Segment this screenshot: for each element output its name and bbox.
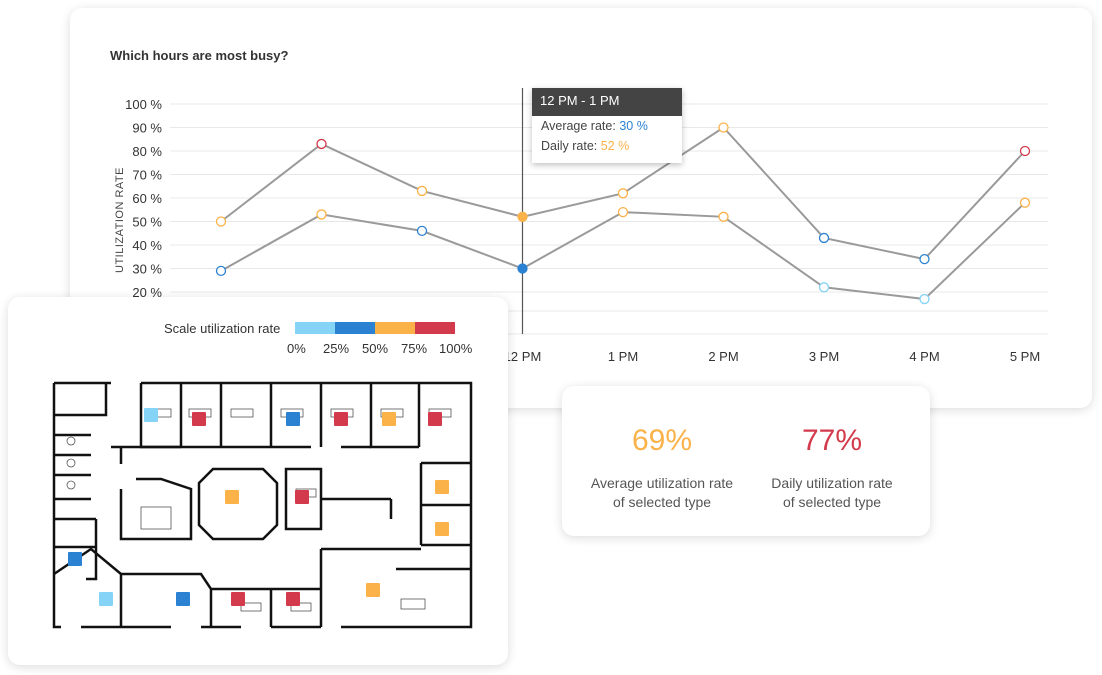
utilization-marker-red[interactable] <box>231 592 245 606</box>
x-tick-label: 3 PM <box>809 349 839 364</box>
x-tick-label: 1 PM <box>608 349 638 364</box>
tooltip-average-value: 30 % <box>619 119 648 133</box>
average-utilization-description: Average utilization rate of selected typ… <box>572 474 752 512</box>
series-1-point[interactable] <box>919 253 930 265</box>
daily-description-line1: Daily utilization rate <box>771 475 893 491</box>
series-1-point[interactable] <box>416 185 428 197</box>
floorplan-card: Scale utilization rate 0% 25% 50% 75% 10… <box>8 297 508 665</box>
utilization-marker-red[interactable] <box>428 412 442 426</box>
utilization-marker-blue[interactable] <box>286 412 300 426</box>
y-tick-label: 60 % <box>132 191 162 206</box>
utilization-marker-orange[interactable] <box>435 522 449 536</box>
y-tick-label: 40 % <box>132 238 162 253</box>
chart-title: Which hours are most busy? <box>110 48 289 63</box>
utilization-marker-orange[interactable] <box>225 490 239 504</box>
utilization-marker-red[interactable] <box>192 412 206 426</box>
x-tick-label: 5 PM <box>1010 349 1040 364</box>
scale-label-100: 100% <box>439 341 473 356</box>
y-tick-label: 90 % <box>132 121 162 136</box>
utilization-marker-blue[interactable] <box>68 552 82 566</box>
utilization-markers <box>68 408 449 606</box>
utilization-stats-card: 69% Average utilization rate of selected… <box>562 386 930 536</box>
utilization-marker-red[interactable] <box>295 490 309 504</box>
series-2-point[interactable] <box>718 211 729 222</box>
daily-utilization-value: 77% <box>801 424 863 457</box>
x-tick-label: 2 PM <box>708 349 738 364</box>
floorplan-furniture <box>66 408 452 612</box>
utilization-marker-orange[interactable] <box>435 480 449 494</box>
scale-label-50: 50% <box>362 341 389 356</box>
series-1-point[interactable] <box>818 232 830 244</box>
utilization-marker-orange[interactable] <box>366 583 380 597</box>
tooltip-header: 12 PM - 1 PM <box>532 88 682 116</box>
series-2-point[interactable] <box>818 282 830 293</box>
series-1-point[interactable] <box>617 188 629 199</box>
y-tick-label: 70 % <box>132 168 162 183</box>
tooltip-average-row: Average rate: 30 % <box>532 116 682 136</box>
series-1-point[interactable] <box>718 122 729 133</box>
scale-label-75: 75% <box>401 341 428 356</box>
y-tick-label: 20 % <box>132 285 162 300</box>
daily-description-line2: of selected type <box>782 494 882 510</box>
average-utilization-value: 69% <box>631 424 693 457</box>
utilization-marker-blue[interactable] <box>176 592 190 606</box>
y-tick-label: 100 % <box>125 97 162 112</box>
series-2-point[interactable] <box>1019 197 1031 208</box>
chart-tooltip: 12 PM - 1 PM Average rate: 30 % Daily ra… <box>532 88 682 163</box>
utilization-marker-light-blue[interactable] <box>144 408 158 422</box>
y-axis-title: UTILIZATION RATE <box>114 167 126 273</box>
scale-segment-blue <box>335 322 375 334</box>
y-tick-label: 30 % <box>132 262 162 277</box>
average-description-line2: of selected type <box>612 494 712 510</box>
x-tick-label: 4 PM <box>909 349 939 364</box>
daily-utilization-stat: 77% Daily utilization rate of selected t… <box>742 386 922 512</box>
utilization-marker-orange[interactable] <box>382 412 396 426</box>
tooltip-daily-label: Daily rate: <box>541 139 598 153</box>
scale-segment-red <box>415 322 455 334</box>
tooltip-daily-value: 52 % <box>600 139 630 153</box>
series-1-point[interactable] <box>517 211 528 222</box>
series-2-point[interactable] <box>919 293 930 305</box>
utilization-marker-red[interactable] <box>286 592 300 606</box>
scale-title: Scale utilization rate <box>164 321 281 336</box>
series-2-point[interactable] <box>416 225 428 237</box>
x-tick-label: 12 PM <box>504 349 542 364</box>
series-1-point[interactable] <box>215 216 227 227</box>
average-description-line1: Average utilization rate <box>590 475 734 491</box>
utilization-marker-red[interactable] <box>334 412 348 426</box>
scale-segment-orange <box>375 322 415 334</box>
tooltip-average-label: Average rate: <box>541 119 616 133</box>
utilization-marker-light-blue[interactable] <box>99 592 113 606</box>
floorplan-walls <box>52 381 473 629</box>
tooltip-daily-row: Daily rate: 52 % <box>532 136 682 163</box>
series-2-point[interactable] <box>215 265 227 277</box>
series-2-point[interactable] <box>517 263 528 274</box>
average-utilization-stat: 69% Average utilization rate of selected… <box>572 386 752 512</box>
y-tick-label: 80 % <box>132 144 162 159</box>
daily-utilization-description: Daily utilization rate of selected type <box>742 474 922 512</box>
office-floorplan[interactable] <box>41 379 481 641</box>
series-2-point[interactable] <box>316 209 327 220</box>
series-2-point[interactable] <box>617 206 629 218</box>
scale-label-25: 25% <box>323 341 350 356</box>
y-tick-label: 50 % <box>132 215 162 230</box>
series-1-point[interactable] <box>1019 145 1031 157</box>
scale-label-0: 0% <box>287 341 306 356</box>
series-1-point[interactable] <box>316 138 327 150</box>
scale-segment-light-blue <box>295 322 335 334</box>
